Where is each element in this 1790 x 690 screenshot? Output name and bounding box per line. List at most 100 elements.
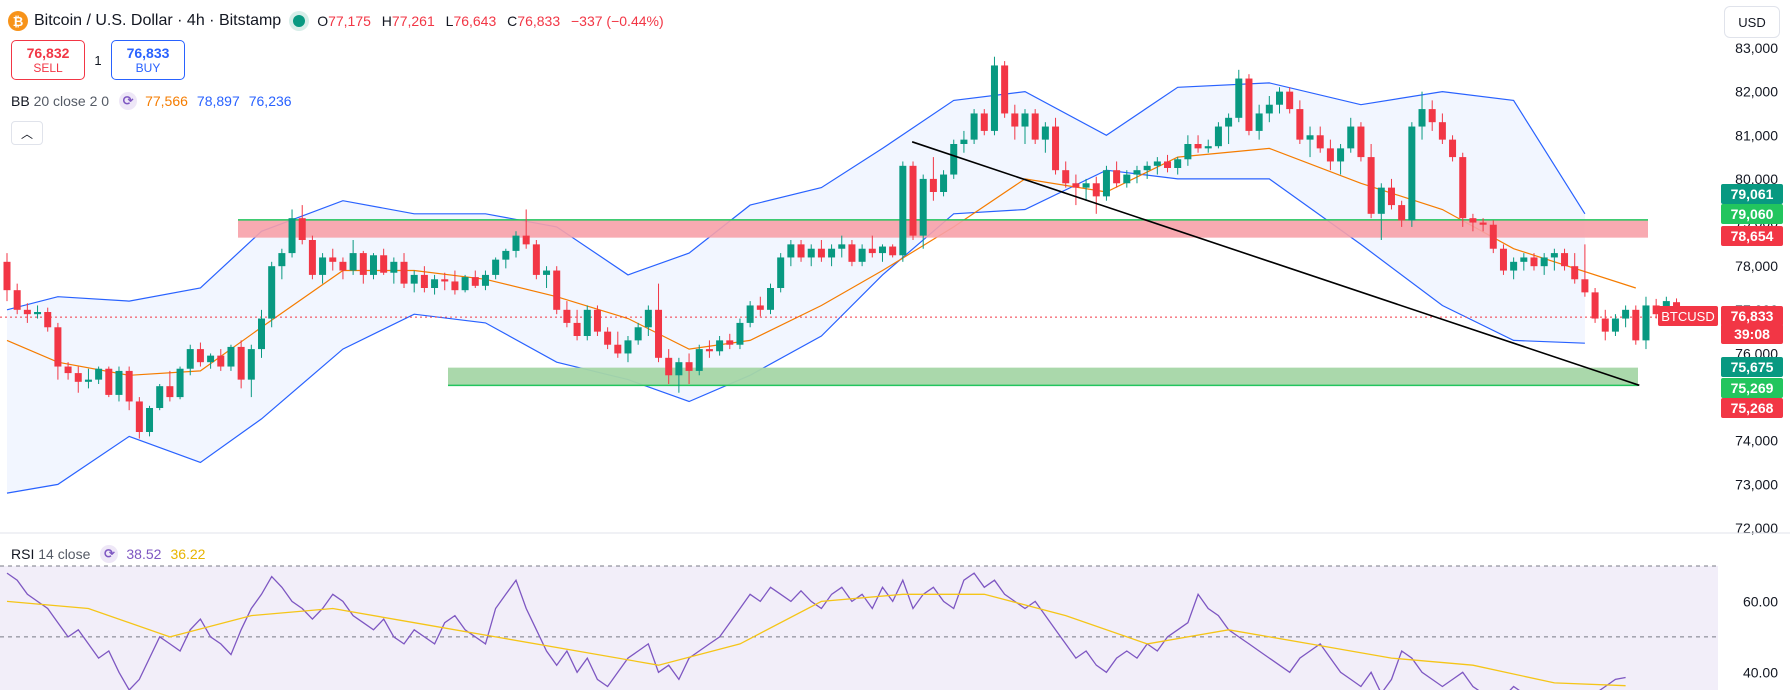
- candle: [1153, 157, 1161, 175]
- candle-body: [1245, 78, 1253, 131]
- price-label-bg: [1721, 378, 1783, 398]
- sell-button[interactable]: 76,832 SELL: [11, 40, 85, 80]
- candle-body: [685, 362, 693, 371]
- currency-button[interactable]: USD: [1724, 6, 1780, 38]
- candle: [1082, 178, 1090, 201]
- candle-body: [237, 346, 245, 380]
- quantity-value[interactable]: 1: [94, 52, 102, 68]
- candle-body: [817, 248, 825, 258]
- price-label: 78,654: [1721, 226, 1783, 246]
- candle-body: [1225, 117, 1233, 127]
- market-status-icon[interactable]: [293, 15, 306, 27]
- candle: [522, 209, 530, 249]
- sync-icon[interactable]: ⟳: [119, 92, 138, 110]
- candle: [655, 283, 663, 363]
- candle-body: [940, 174, 948, 192]
- candle: [13, 283, 21, 315]
- candle: [349, 240, 357, 275]
- candle: [1001, 61, 1009, 118]
- candle-body: [777, 257, 785, 288]
- candle-body: [359, 253, 367, 275]
- candle: [84, 368, 92, 389]
- rsi-band-fill: [0, 566, 1718, 690]
- candles-layer: [3, 56, 1681, 439]
- price-label-text: 78,654: [1731, 228, 1774, 244]
- candle: [726, 333, 734, 350]
- candle: [1225, 113, 1233, 144]
- candle: [1164, 154, 1172, 173]
- candle: [34, 305, 42, 319]
- buy-button[interactable]: 76,833 BUY: [111, 40, 185, 80]
- rsi-ma-line: [6, 593, 1626, 687]
- candle-body: [1052, 126, 1060, 171]
- candle: [1184, 135, 1192, 166]
- candle: [553, 266, 561, 315]
- candle-body: [13, 290, 21, 310]
- candle: [502, 248, 510, 269]
- candle-body: [960, 139, 968, 144]
- price-label-text: 79,061: [1731, 186, 1774, 202]
- candle-body: [1632, 309, 1640, 341]
- candle: [777, 253, 785, 293]
- candle-body: [665, 357, 673, 376]
- bb-upper-value: 78,897: [196, 93, 240, 109]
- candle-body: [329, 257, 337, 262]
- candle-body: [156, 386, 164, 408]
- candle: [838, 235, 846, 258]
- price-label-text: 76,833: [1731, 308, 1774, 324]
- symbol-header: ₿ Bitcoin / U.S. Dollar · 4h · Bitstamp …: [8, 9, 671, 33]
- candle: [756, 296, 764, 317]
- candle-body: [1062, 170, 1070, 184]
- candle-body: [1530, 257, 1538, 267]
- candle-body: [1408, 126, 1416, 221]
- rsi-pane: 60.00 40.00: [0, 532, 1790, 690]
- candle: [705, 340, 713, 358]
- candle: [247, 344, 255, 398]
- candle: [899, 161, 907, 262]
- candle-body: [1479, 222, 1487, 225]
- bb-upper-line: [6, 82, 1586, 311]
- candle: [1092, 176, 1100, 214]
- candle: [1499, 244, 1507, 275]
- candle-body: [1082, 183, 1090, 188]
- candle-body: [634, 327, 642, 341]
- candle-body: [1255, 113, 1263, 131]
- candle: [1194, 135, 1202, 153]
- rsi-legend[interactable]: RSI 14 close ⟳ 38.52 36.22: [11, 545, 205, 563]
- candle-body: [828, 248, 836, 258]
- candle: [431, 274, 439, 295]
- candle-body: [1489, 224, 1497, 249]
- candle: [74, 366, 82, 393]
- symbol-title[interactable]: Bitcoin / U.S. Dollar · 4h · Bitstamp: [34, 12, 282, 29]
- candle-body: [1367, 157, 1375, 214]
- candle-body: [1133, 170, 1141, 175]
- candle-body: [563, 309, 571, 323]
- candle-body: [1561, 253, 1569, 267]
- candle: [970, 109, 978, 144]
- candle: [1296, 100, 1304, 144]
- candle: [1530, 253, 1538, 271]
- candle-body: [1011, 113, 1019, 127]
- price-label-bg: [1721, 184, 1783, 204]
- candle: [1174, 157, 1182, 175]
- candle-body: [1072, 183, 1080, 188]
- rsi-line: [6, 572, 1626, 690]
- bb-legend[interactable]: BB 20 close 2 0 ⟳ 77,566 78,897 76,236: [11, 92, 292, 110]
- bb-name: BB: [11, 93, 30, 109]
- sync-icon[interactable]: ⟳: [100, 545, 119, 563]
- price-tick: 80,000: [1735, 171, 1778, 187]
- candle: [1337, 144, 1345, 175]
- candle-body: [553, 270, 561, 310]
- candle: [54, 322, 62, 380]
- sell-label: SELL: [33, 61, 63, 75]
- candle: [1235, 69, 1243, 123]
- candle-body: [481, 274, 489, 286]
- candle: [889, 244, 897, 258]
- candle: [940, 170, 948, 197]
- candle-body: [227, 346, 235, 367]
- candle-body: [1194, 144, 1202, 149]
- collapse-legend-button[interactable]: ︿: [11, 121, 43, 145]
- change-value: −337 (−0.44%): [571, 13, 664, 29]
- candle: [288, 209, 296, 258]
